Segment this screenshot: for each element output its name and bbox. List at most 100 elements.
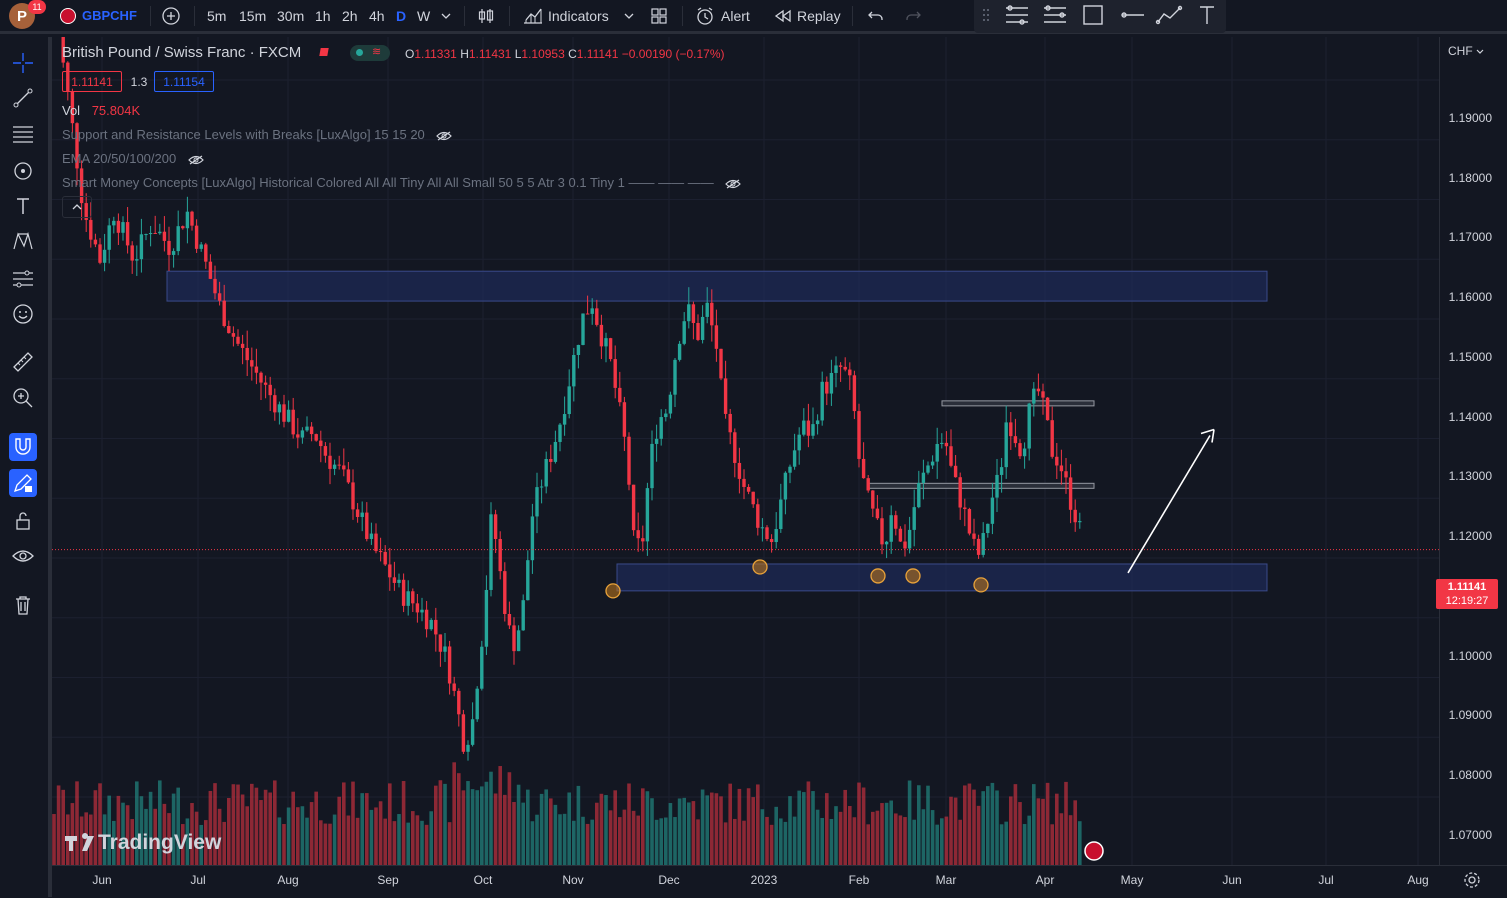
candle-body <box>236 336 240 344</box>
candle-body <box>728 413 732 433</box>
sell-button[interactable]: 1.11141 <box>62 71 122 92</box>
volume-bar <box>917 785 921 865</box>
eye-off-icon[interactable] <box>436 131 453 141</box>
volume-bar <box>848 806 852 865</box>
volume-bar <box>783 821 788 865</box>
eye-off-icon[interactable] <box>187 155 204 165</box>
replay-button[interactable]: Replay <box>773 0 841 31</box>
crosshair-tool[interactable] <box>9 49 37 77</box>
brush-tool[interactable] <box>9 157 37 185</box>
volume-bar <box>930 810 935 865</box>
price-tick: 1.07000 <box>1448 828 1492 842</box>
remove-drawings-button[interactable] <box>9 591 37 619</box>
price-tick: 1.19000 <box>1448 111 1492 125</box>
smiley-icon <box>13 304 33 324</box>
volume-bar <box>608 810 613 865</box>
layout-templates-button[interactable] <box>649 0 669 31</box>
time-axis[interactable]: Jun Jul Aug Sep Oct Nov Dec 2023 Feb Mar… <box>52 865 1507 898</box>
projection-arrow-head <box>1200 428 1215 443</box>
price-chart[interactable] <box>52 37 1439 865</box>
watermark-label: TradingView <box>98 831 222 854</box>
candle-body <box>360 512 364 517</box>
interval-15m[interactable]: 15m <box>239 7 267 24</box>
volume-bar <box>75 781 79 865</box>
indicator-ema[interactable]: EMA 20/50/100/200 <box>62 151 204 166</box>
indicators-dropdown-button[interactable] <box>623 0 635 31</box>
interval-dropdown-button[interactable] <box>440 0 452 31</box>
candle-body <box>314 434 318 441</box>
candle-body <box>981 533 985 555</box>
icons-tool[interactable] <box>9 300 37 328</box>
volume-bar <box>567 792 571 865</box>
candle-body <box>470 719 475 745</box>
candle-body <box>332 464 337 469</box>
volume-bar <box>116 795 121 865</box>
volume-bar <box>512 801 516 865</box>
symbol-search-button[interactable]: GBPCHF <box>60 0 137 31</box>
chart-type-button[interactable] <box>476 0 496 31</box>
volume-bar <box>107 795 111 865</box>
candle-body <box>875 508 880 519</box>
chart-settings-gear-icon[interactable] <box>1463 871 1481 889</box>
time-tick: Mar <box>935 873 957 887</box>
volume-bar <box>995 790 999 865</box>
measure-tool[interactable] <box>9 348 37 376</box>
volume-bar <box>185 818 190 865</box>
magnet-mode-button[interactable] <box>9 433 37 461</box>
candle-body <box>300 430 305 438</box>
buy-button[interactable]: 1.11154 <box>154 71 214 92</box>
volume-bar <box>314 791 318 865</box>
candle-body <box>1064 471 1068 478</box>
market-open-dot-icon <box>356 49 363 56</box>
interval-5m[interactable]: 5m <box>207 7 227 24</box>
fib-retracement-tool[interactable] <box>9 120 37 148</box>
upper-range-line <box>941 400 1095 407</box>
candle-body <box>636 530 640 539</box>
volume-bar <box>792 816 797 865</box>
volume-bar <box>1045 782 1050 865</box>
volume-bar <box>595 802 599 865</box>
currency-selector[interactable]: CHF <box>1448 44 1484 58</box>
resistance-zone <box>166 270 1268 302</box>
collapse-legend-button[interactable] <box>62 196 92 218</box>
interval-1h[interactable]: 1h <box>315 7 331 24</box>
chart-pane[interactable] <box>52 37 1439 865</box>
volume-bar <box>972 789 976 865</box>
volume-bar <box>162 803 167 865</box>
indicator-sr-levels-label: Support and Resistance Levels with Break… <box>62 127 425 142</box>
interval-d[interactable]: D <box>396 7 407 24</box>
prediction-tools[interactable] <box>9 265 37 293</box>
interval-30m[interactable]: 30m <box>277 7 305 24</box>
lock-drawings-button[interactable] <box>9 507 37 535</box>
alert-button[interactable]: Alert <box>695 0 750 31</box>
eye-off-icon[interactable] <box>725 179 742 189</box>
patterns-tool[interactable] <box>9 227 37 255</box>
bar-countdown: 12:19:27 <box>1445 595 1489 607</box>
indicator-sr-levels[interactable]: Support and Resistance Levels with Break… <box>62 127 453 142</box>
interval-w[interactable]: W <box>417 7 431 24</box>
symbol-title[interactable]: British Pound / Swiss Franc · FXCM <box>62 44 302 61</box>
candle-body <box>797 434 801 451</box>
text-tool[interactable] <box>9 192 37 220</box>
compare-symbol-button[interactable] <box>161 0 181 31</box>
support-zone <box>616 563 1268 592</box>
redo-button[interactable] <box>903 0 923 31</box>
volume-bar <box>521 802 525 865</box>
price-axis[interactable]: CHF 1.19000 1.18000 1.17000 1.16000 1.15… <box>1439 37 1507 865</box>
undo-button[interactable] <box>866 0 886 31</box>
hide-drawings-button[interactable] <box>9 542 37 570</box>
indicators-button[interactable]: Indicators <box>522 0 609 31</box>
candle-body <box>1009 422 1013 437</box>
volume-bar <box>1036 798 1041 865</box>
candle-body <box>162 231 167 241</box>
price-tick: 1.16000 <box>1448 290 1492 304</box>
interval-4h[interactable]: 4h <box>369 7 385 24</box>
trend-line-tool[interactable] <box>9 84 37 112</box>
interval-2h[interactable]: 2h <box>342 7 358 24</box>
volume-bar <box>664 817 668 865</box>
drawing-toolbar <box>0 37 52 897</box>
indicator-smc[interactable]: Smart Money Concepts [LuxAlgo] Historica… <box>62 175 742 190</box>
stay-in-drawing-mode-button[interactable] <box>9 469 37 497</box>
zoom-in-tool[interactable] <box>9 384 37 412</box>
candle-body <box>811 424 815 436</box>
